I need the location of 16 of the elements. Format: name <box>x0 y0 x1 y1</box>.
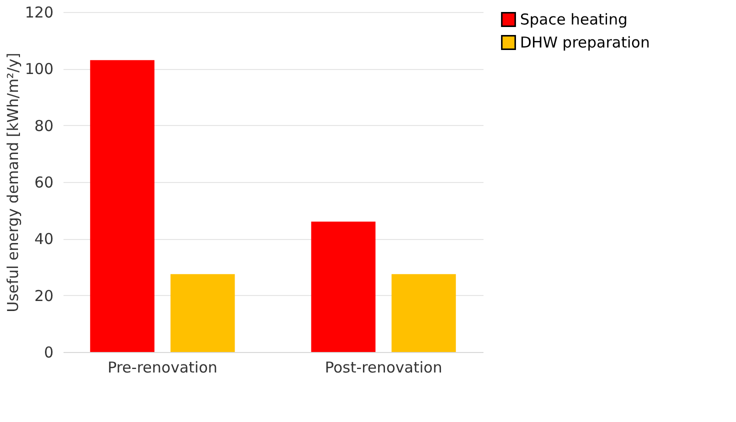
y-tick-label: 80 <box>34 116 54 135</box>
y-tick-label: 60 <box>34 174 54 192</box>
x-tick-label: Post-renovation <box>324 358 442 376</box>
y-tick-label: 0 <box>44 344 54 362</box>
y-tick-label: 20 <box>34 286 54 305</box>
bar <box>392 274 456 352</box>
legend-label: Space heating <box>520 10 628 28</box>
legend-label: DHW preparation <box>520 34 650 52</box>
y-tick-label: 40 <box>34 230 54 248</box>
bar <box>170 274 235 352</box>
y-tick-label: 100 <box>24 60 54 78</box>
bar <box>311 222 376 352</box>
y-axis-title: Useful energy demand [kWh/m²/y] <box>4 52 22 312</box>
y-tick-label: 120 <box>24 4 54 22</box>
bar <box>90 60 154 352</box>
x-tick-label: Pre-renovation <box>108 358 218 376</box>
